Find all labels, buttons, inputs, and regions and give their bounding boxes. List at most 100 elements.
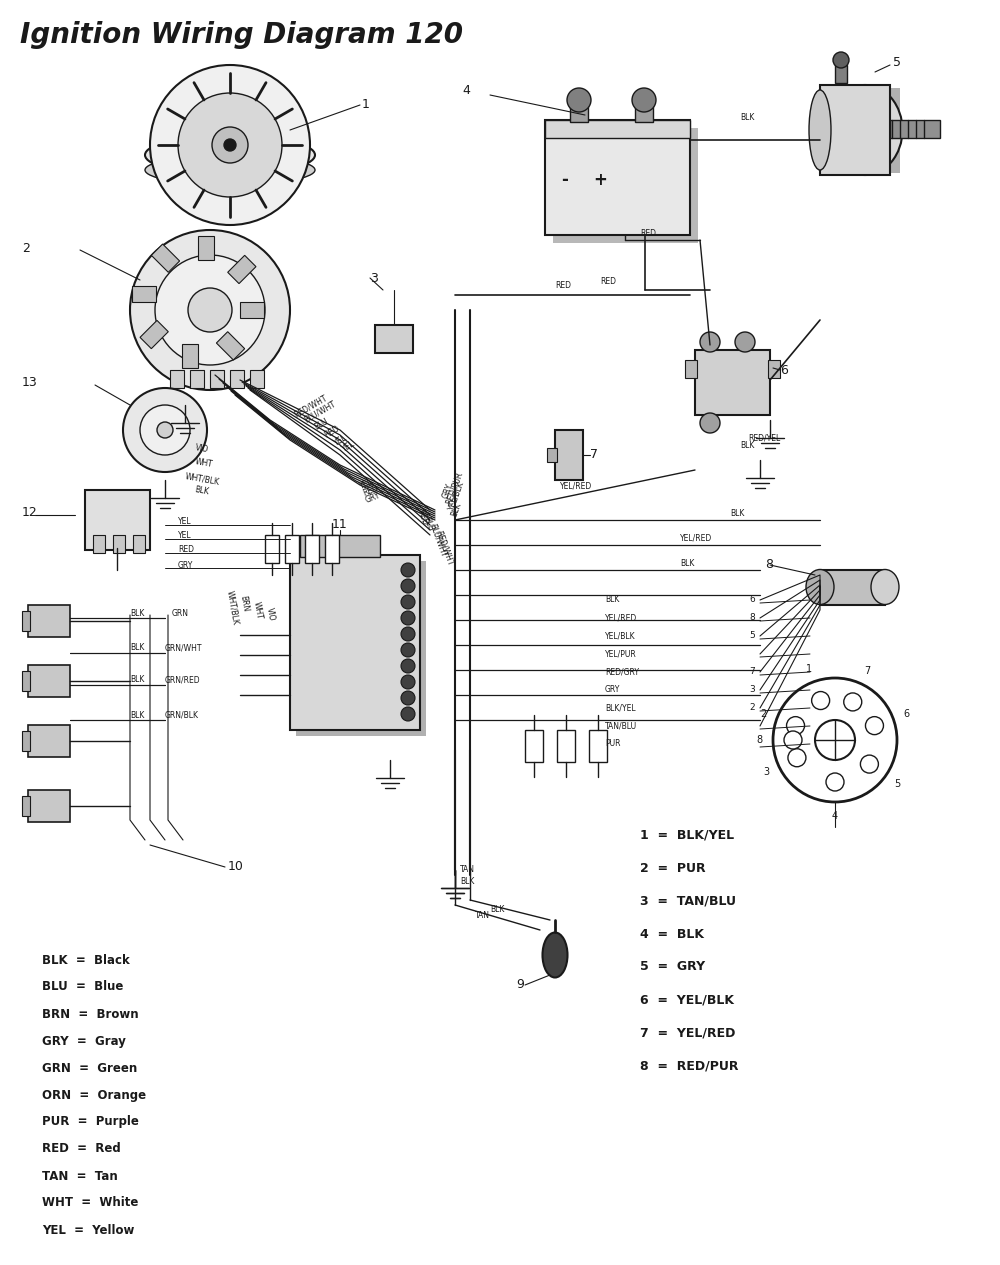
Text: 7: 7: [749, 668, 755, 677]
Text: 8: 8: [765, 559, 773, 572]
Text: BLK: BLK: [460, 878, 474, 887]
Bar: [325, 535, 339, 563]
Text: WHT  =  White: WHT = White: [42, 1197, 138, 1209]
Text: YEL/RED: YEL/RED: [560, 482, 592, 491]
Bar: [230, 369, 244, 388]
Bar: [210, 369, 224, 388]
Text: 6: 6: [903, 708, 909, 719]
Bar: [820, 571, 885, 605]
Circle shape: [773, 678, 897, 802]
Bar: [296, 560, 426, 736]
Text: Ignition Wiring Diagram 120: Ignition Wiring Diagram 120: [20, 22, 463, 49]
Circle shape: [700, 412, 720, 433]
Text: 5: 5: [749, 631, 755, 640]
Circle shape: [401, 691, 415, 705]
Text: BLU: BLU: [422, 515, 435, 533]
Text: 4: 4: [462, 83, 470, 96]
Text: RED: RED: [555, 281, 571, 290]
Text: WHT/BLK: WHT/BLK: [184, 472, 220, 487]
Text: GRN  =  Green: GRN = Green: [42, 1061, 137, 1074]
Text: BLU/WHT: BLU/WHT: [303, 398, 338, 424]
Bar: [28, 605, 70, 638]
Ellipse shape: [809, 90, 831, 170]
Text: GRN/RED: GRN/RED: [165, 676, 201, 684]
Text: 7  =  YEL/RED: 7 = YEL/RED: [640, 1026, 735, 1040]
Text: GRY: GRY: [364, 491, 382, 505]
Text: TAN/BLU: TAN/BLU: [605, 721, 637, 730]
Bar: [28, 725, 70, 756]
Text: GRN/WHT: GRN/WHT: [165, 644, 202, 653]
Bar: [695, 350, 770, 415]
Bar: [182, 344, 198, 368]
Text: TAN: TAN: [475, 912, 490, 921]
Bar: [133, 535, 145, 553]
Text: RED  =  Red: RED = Red: [42, 1142, 121, 1155]
Text: RED: RED: [640, 229, 656, 238]
Text: 2  =  PUR: 2 = PUR: [640, 861, 706, 874]
Bar: [825, 89, 900, 173]
Bar: [113, 535, 125, 553]
Text: RED: RED: [178, 545, 194, 554]
Circle shape: [401, 659, 415, 673]
Text: 8: 8: [749, 614, 755, 622]
Ellipse shape: [145, 135, 315, 175]
Text: GRY: GRY: [178, 560, 193, 569]
Text: RED: RED: [323, 424, 341, 440]
Text: 3  =  TAN/BLU: 3 = TAN/BLU: [640, 894, 736, 907]
Text: 2: 2: [749, 703, 755, 712]
Text: 1: 1: [806, 664, 812, 673]
Text: GRY: GRY: [605, 686, 620, 694]
Text: BLK: BLK: [605, 596, 619, 605]
Text: BLU: BLU: [313, 417, 330, 431]
Text: 12: 12: [22, 506, 38, 520]
Circle shape: [567, 89, 591, 113]
Bar: [190, 369, 204, 388]
Ellipse shape: [145, 156, 315, 185]
Text: RED/WHT: RED/WHT: [434, 530, 455, 567]
Circle shape: [788, 749, 806, 767]
Bar: [265, 535, 279, 563]
Bar: [300, 535, 380, 557]
Text: 5  =  GRY: 5 = GRY: [640, 960, 705, 974]
Text: 5: 5: [894, 778, 900, 788]
Text: 5: 5: [893, 57, 901, 70]
Circle shape: [833, 52, 849, 68]
Text: 3: 3: [749, 686, 755, 694]
Text: GRN/BLK: GRN/BLK: [165, 711, 199, 720]
Text: TAN: TAN: [460, 865, 475, 874]
Text: YEL: YEL: [341, 439, 357, 454]
Text: YEL/RED: YEL/RED: [680, 534, 712, 543]
Text: BLU/WHT: BLU/WHT: [428, 522, 448, 558]
Text: 1: 1: [362, 99, 370, 111]
Bar: [140, 320, 168, 349]
Bar: [555, 430, 583, 479]
Bar: [305, 535, 319, 563]
Circle shape: [735, 331, 755, 352]
Circle shape: [401, 707, 415, 721]
Bar: [22, 611, 30, 631]
Text: ORN  =  Orange: ORN = Orange: [42, 1088, 146, 1102]
Bar: [151, 244, 180, 272]
Text: RED/YEL: RED/YEL: [748, 434, 780, 443]
Text: BLK: BLK: [490, 906, 504, 915]
Text: VIO: VIO: [194, 444, 209, 454]
Text: YEL  =  Yellow: YEL = Yellow: [42, 1223, 134, 1236]
Bar: [545, 120, 690, 235]
Bar: [28, 791, 70, 822]
Text: RED: RED: [361, 483, 380, 498]
Bar: [22, 670, 30, 691]
Circle shape: [178, 94, 282, 197]
Circle shape: [123, 388, 207, 472]
Text: 7: 7: [864, 667, 870, 676]
Text: GRY  =  Gray: GRY = Gray: [42, 1035, 126, 1047]
Circle shape: [826, 773, 844, 791]
Text: PUR  =  Purple: PUR = Purple: [42, 1116, 139, 1128]
Text: YEL/BLK: YEL/BLK: [447, 479, 466, 511]
Bar: [240, 302, 264, 318]
Text: YEL/PUR: YEL/PUR: [605, 649, 637, 659]
Text: 6: 6: [780, 363, 788, 377]
Bar: [545, 120, 690, 138]
Text: BLK: BLK: [130, 676, 144, 684]
Text: 7: 7: [590, 449, 598, 462]
Text: RED: RED: [416, 509, 430, 526]
